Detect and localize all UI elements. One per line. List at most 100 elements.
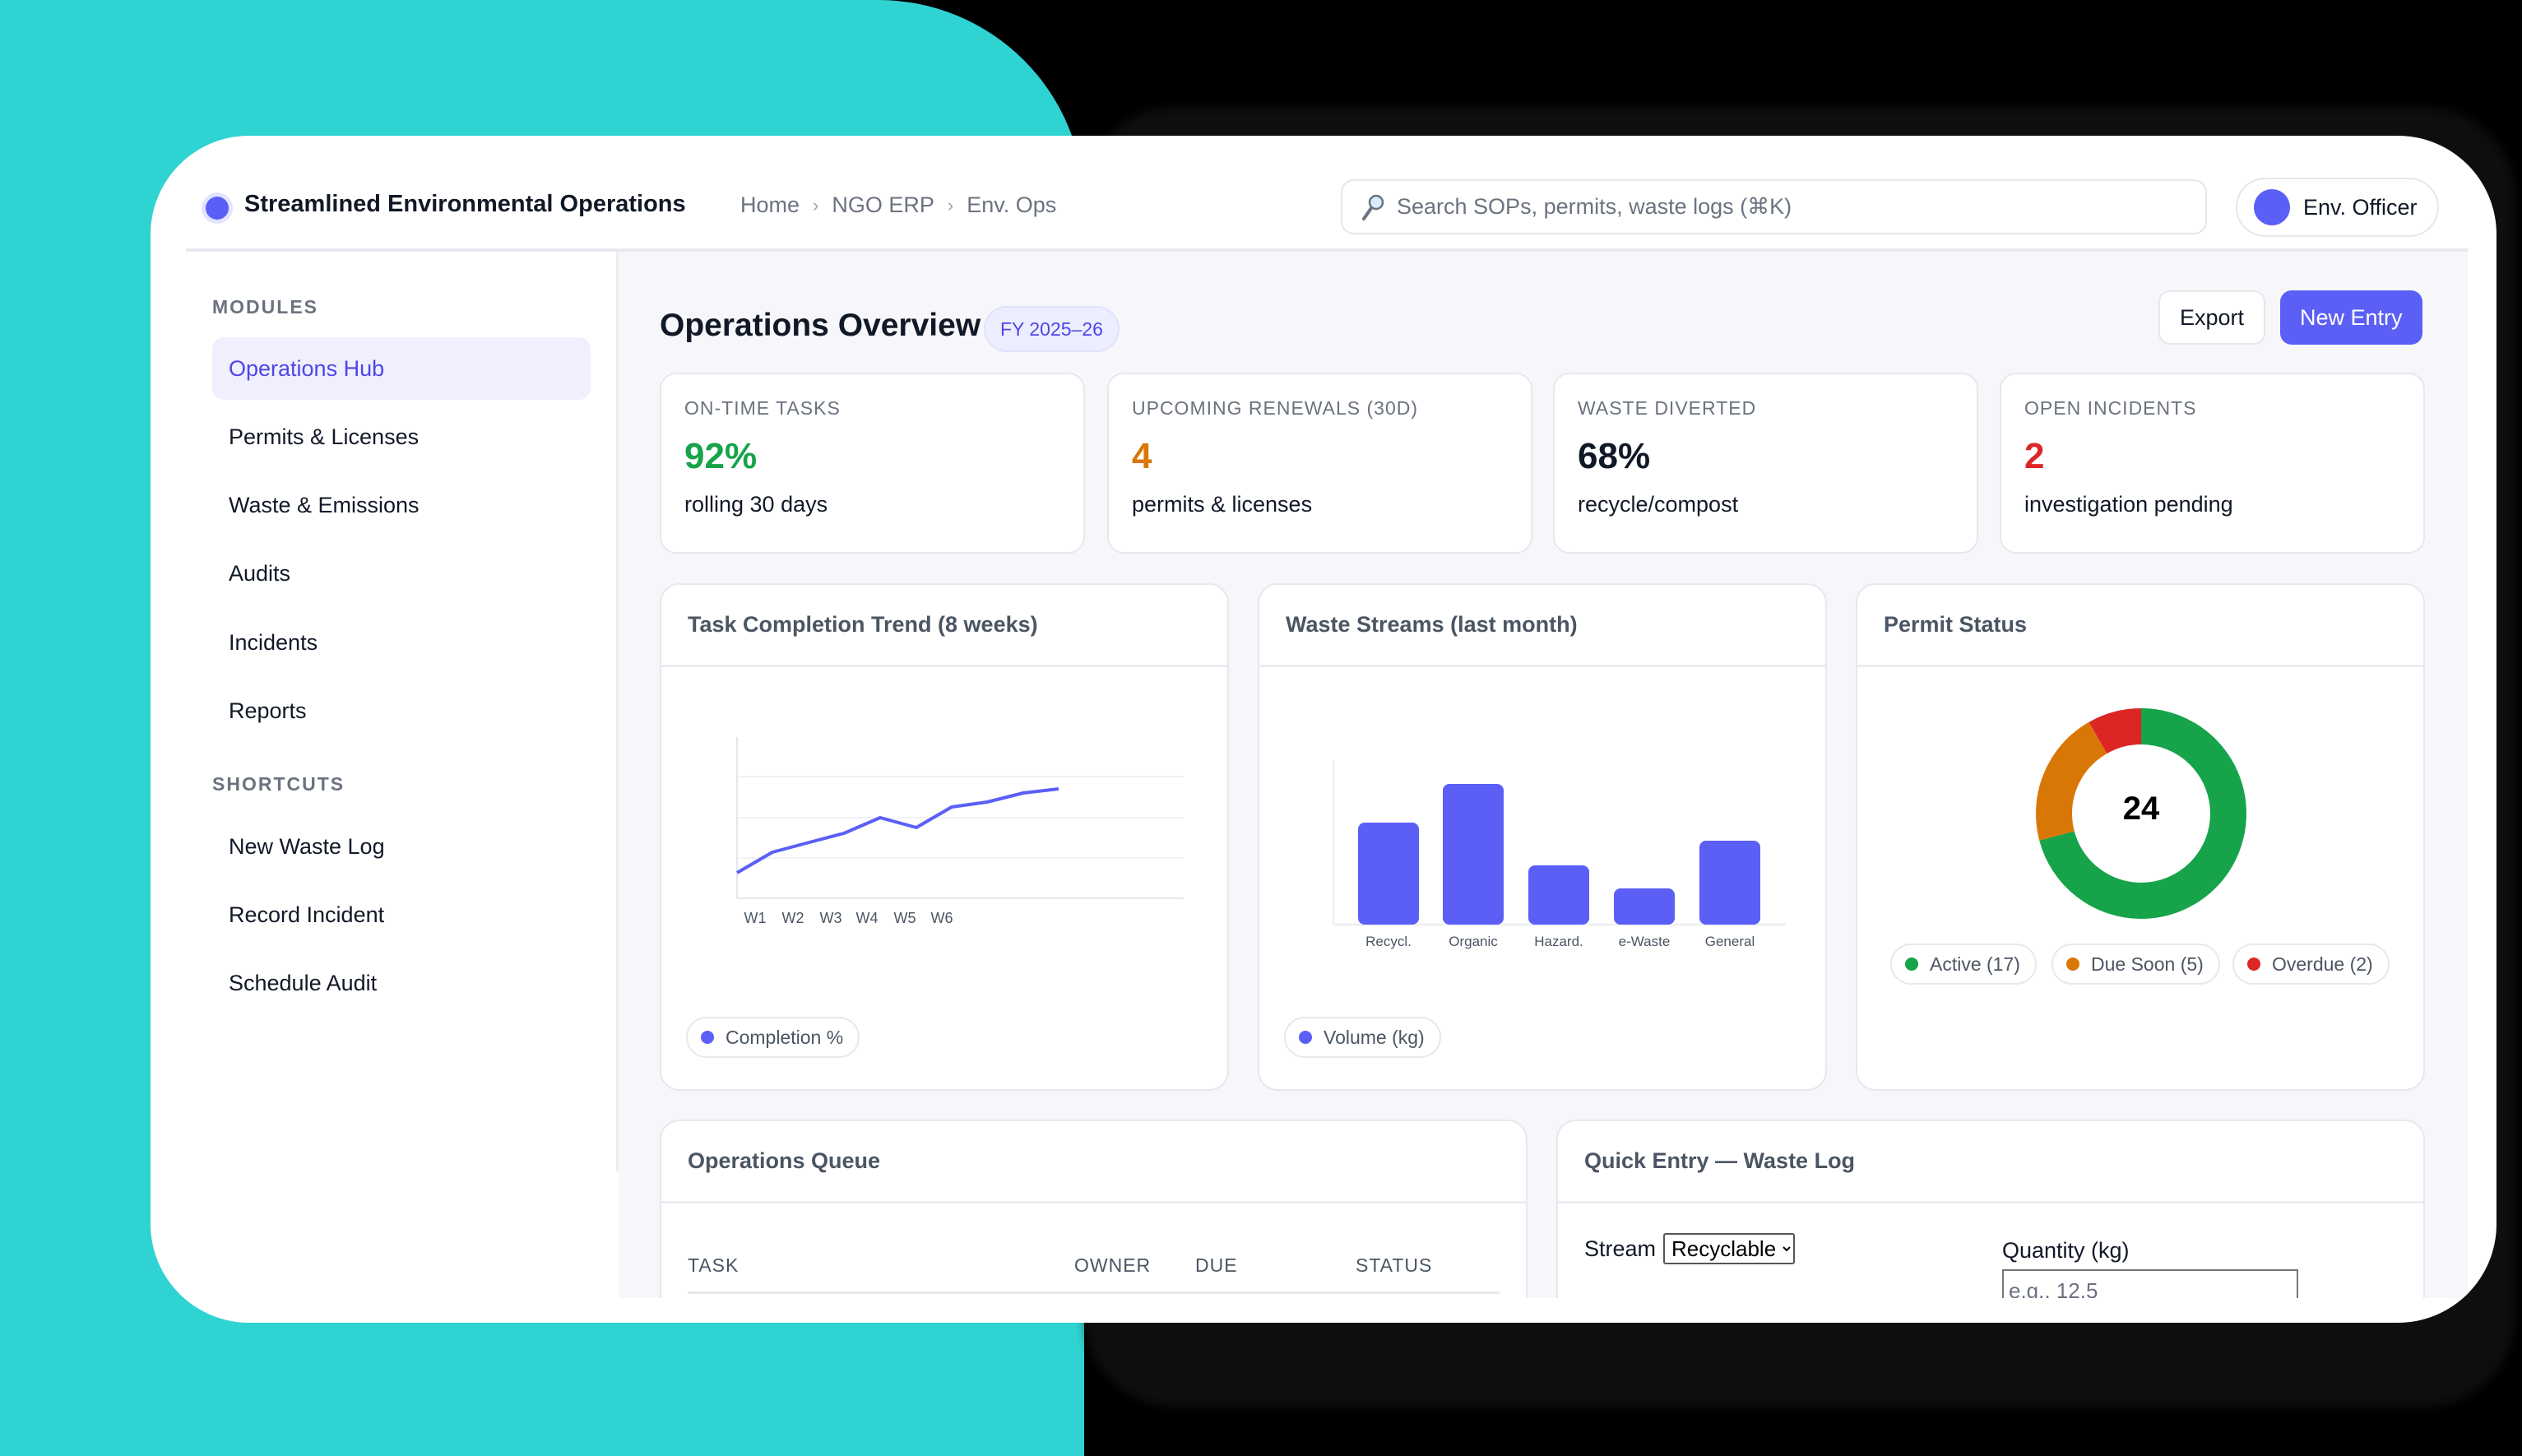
main-content: Operations Overview FY 2025–26 Export Ne… (619, 252, 2468, 1298)
kpi-subtext: investigation pending (2024, 492, 2233, 517)
kpi-label: OPEN INCIDENTS (2024, 397, 2197, 419)
panel-title: Waste Streams (last month) (1259, 585, 1825, 667)
svg-text:W3: W3 (820, 910, 842, 926)
logo-dot-icon (206, 197, 229, 220)
sidebar: MODULES Operations Hub Permits & License… (186, 252, 619, 1171)
sidebar-item-incidents[interactable]: Incidents (212, 611, 591, 674)
donut-center-total: 24 (2122, 791, 2160, 827)
breadcrumb-env-ops: Env. Ops (967, 192, 1057, 217)
svg-text:Hazard.: Hazard. (1534, 934, 1583, 949)
bar-recyclable (1358, 823, 1419, 925)
svg-text:W5: W5 (894, 910, 916, 926)
kpi-label: UPCOMING RENEWALS (30D) (1132, 397, 1419, 419)
kpi-card-upcoming-renewals: UPCOMING RENEWALS (30D) 4 permits & lice… (1107, 373, 1532, 554)
legend-label: Active (17) (1930, 953, 2020, 975)
sidebar-heading-shortcuts: SHORTCUTS (212, 773, 345, 795)
panel-title: Task Completion Trend (8 weeks) (661, 585, 1227, 667)
legend-overdue: Overdue (2) (2232, 944, 2390, 985)
sidebar-item-label: Reports (229, 698, 307, 723)
x-axis-ticks: W1 W2 W3 W4 W5 W6 (744, 910, 953, 926)
svg-text:General: General (1705, 934, 1755, 949)
app-window: Streamlined Environmental Operations Hom… (151, 136, 2497, 1323)
svg-text:W6: W6 (931, 910, 953, 926)
sidebar-item-waste-emissions[interactable]: Waste & Emissions (212, 474, 591, 536)
new-entry-button[interactable]: New Entry (2280, 290, 2422, 345)
search-box[interactable] (1341, 179, 2207, 234)
shortcut-new-waste-log[interactable]: New Waste Log (212, 815, 591, 878)
sidebar-item-label: Record Incident (229, 902, 385, 927)
shortcut-record-incident[interactable]: Record Incident (212, 883, 591, 946)
sidebar-item-label: Operations Hub (229, 355, 385, 381)
page-title: Operations Overview (660, 308, 981, 343)
breadcrumb-separator-icon: › (813, 194, 819, 216)
sidebar-item-label: Audits (229, 560, 291, 586)
column-header-task[interactable]: TASK (688, 1254, 739, 1276)
user-menu-button[interactable]: Env. Officer (2236, 178, 2439, 237)
bar-ewaste (1614, 888, 1675, 925)
breadcrumb-home[interactable]: Home (740, 192, 800, 217)
breadcrumb-ngo-erp[interactable]: NGO ERP (832, 192, 934, 217)
kpi-card-open-incidents: OPEN INCIDENTS 2 investigation pending (2000, 373, 2425, 554)
top-bar: Streamlined Environmental Operations Hom… (186, 165, 2468, 252)
table-header-row: TASK OWNER DUE STATUS (688, 1246, 1500, 1294)
legend-volume: Volume (kg) (1284, 1017, 1441, 1058)
kpi-card-waste-diverted: WASTE DIVERTED 68% recycle/compost (1553, 373, 1978, 554)
search-icon (1362, 194, 1384, 220)
shortcut-schedule-audit[interactable]: Schedule Audit (212, 952, 591, 1014)
stream-select[interactable]: Recyclable (1663, 1233, 1795, 1264)
legend-label: Volume (kg) (1324, 1026, 1425, 1048)
quick-entry-waste-log-panel: Quick Entry — Waste Log Stream Recyclabl… (1556, 1120, 2425, 1298)
svg-text:W4: W4 (856, 910, 879, 926)
legend-due-soon: Due Soon (5) (2051, 944, 2220, 985)
legend-completion: Completion % (686, 1017, 860, 1058)
donut-chart (2036, 708, 2246, 919)
permit-status-panel: Permit Status 24 Active (17) Due Soon (5… (1856, 583, 2425, 1091)
breadcrumb-separator-icon: › (947, 194, 954, 216)
kpi-card-on-time-tasks: ON-TIME TASKS 92% rolling 30 days (660, 373, 1085, 554)
kpi-subtext: recycle/compost (1578, 492, 1739, 517)
kpi-value: 4 (1132, 436, 1152, 476)
sidebar-heading-modules: MODULES (212, 296, 318, 318)
sidebar-item-label: New Waste Log (229, 833, 385, 859)
legend-dot-icon (1299, 1031, 1312, 1044)
export-button[interactable]: Export (2158, 290, 2266, 345)
column-header-due[interactable]: DUE (1195, 1254, 1238, 1276)
kpi-subtext: permits & licenses (1132, 492, 1313, 517)
sidebar-item-operations-hub[interactable]: Operations Hub (212, 337, 591, 400)
fiscal-year-badge: FY 2025–26 (984, 306, 1120, 352)
quantity-input[interactable] (2002, 1269, 2298, 1298)
app-content: Streamlined Environmental Operations Hom… (186, 165, 2468, 1298)
kpi-label: WASTE DIVERTED (1578, 397, 1757, 419)
panel-title: Quick Entry — Waste Log (1558, 1121, 2423, 1203)
panel-title: Operations Queue (661, 1121, 1526, 1203)
user-name: Env. Officer (2303, 194, 2418, 220)
x-axis-ticks: Recycl. Organic Hazard. e-Waste General (1365, 934, 1755, 949)
bar-hazardous (1528, 865, 1589, 925)
sidebar-item-audits[interactable]: Audits (212, 542, 591, 605)
legend-label: Due Soon (5) (2091, 953, 2204, 975)
sidebar-item-label: Schedule Audit (229, 970, 378, 995)
kpi-value: 68% (1578, 436, 1651, 476)
sidebar-item-label: Permits & Licenses (229, 424, 420, 449)
sidebar-item-permits-licenses[interactable]: Permits & Licenses (212, 406, 591, 468)
svg-text:W2: W2 (782, 910, 804, 926)
sidebar-item-reports[interactable]: Reports (212, 679, 591, 742)
legend-label: Completion % (726, 1026, 844, 1048)
completion-line (735, 787, 1059, 874)
sidebar-item-label: Incidents (229, 629, 318, 655)
svg-text:Recycl.: Recycl. (1365, 934, 1412, 949)
legend-active: Active (17) (1890, 944, 2037, 985)
column-header-status[interactable]: STATUS (1356, 1254, 1433, 1276)
legend-dot-icon (2066, 958, 2079, 971)
svg-text:Organic: Organic (1449, 934, 1498, 949)
avatar (2254, 189, 2290, 225)
column-header-owner[interactable]: OWNER (1074, 1254, 1152, 1276)
breadcrumb: Home › NGO ERP › Env. Ops (740, 192, 1056, 218)
kpi-label: ON-TIME TASKS (684, 397, 841, 419)
svg-text:W1: W1 (744, 910, 767, 926)
sidebar-item-label: Waste & Emissions (229, 492, 420, 517)
panel-title: Permit Status (1857, 585, 2423, 667)
bar-organic (1443, 784, 1504, 925)
kpi-subtext: rolling 30 days (684, 492, 828, 517)
search-input[interactable] (1397, 194, 2186, 220)
